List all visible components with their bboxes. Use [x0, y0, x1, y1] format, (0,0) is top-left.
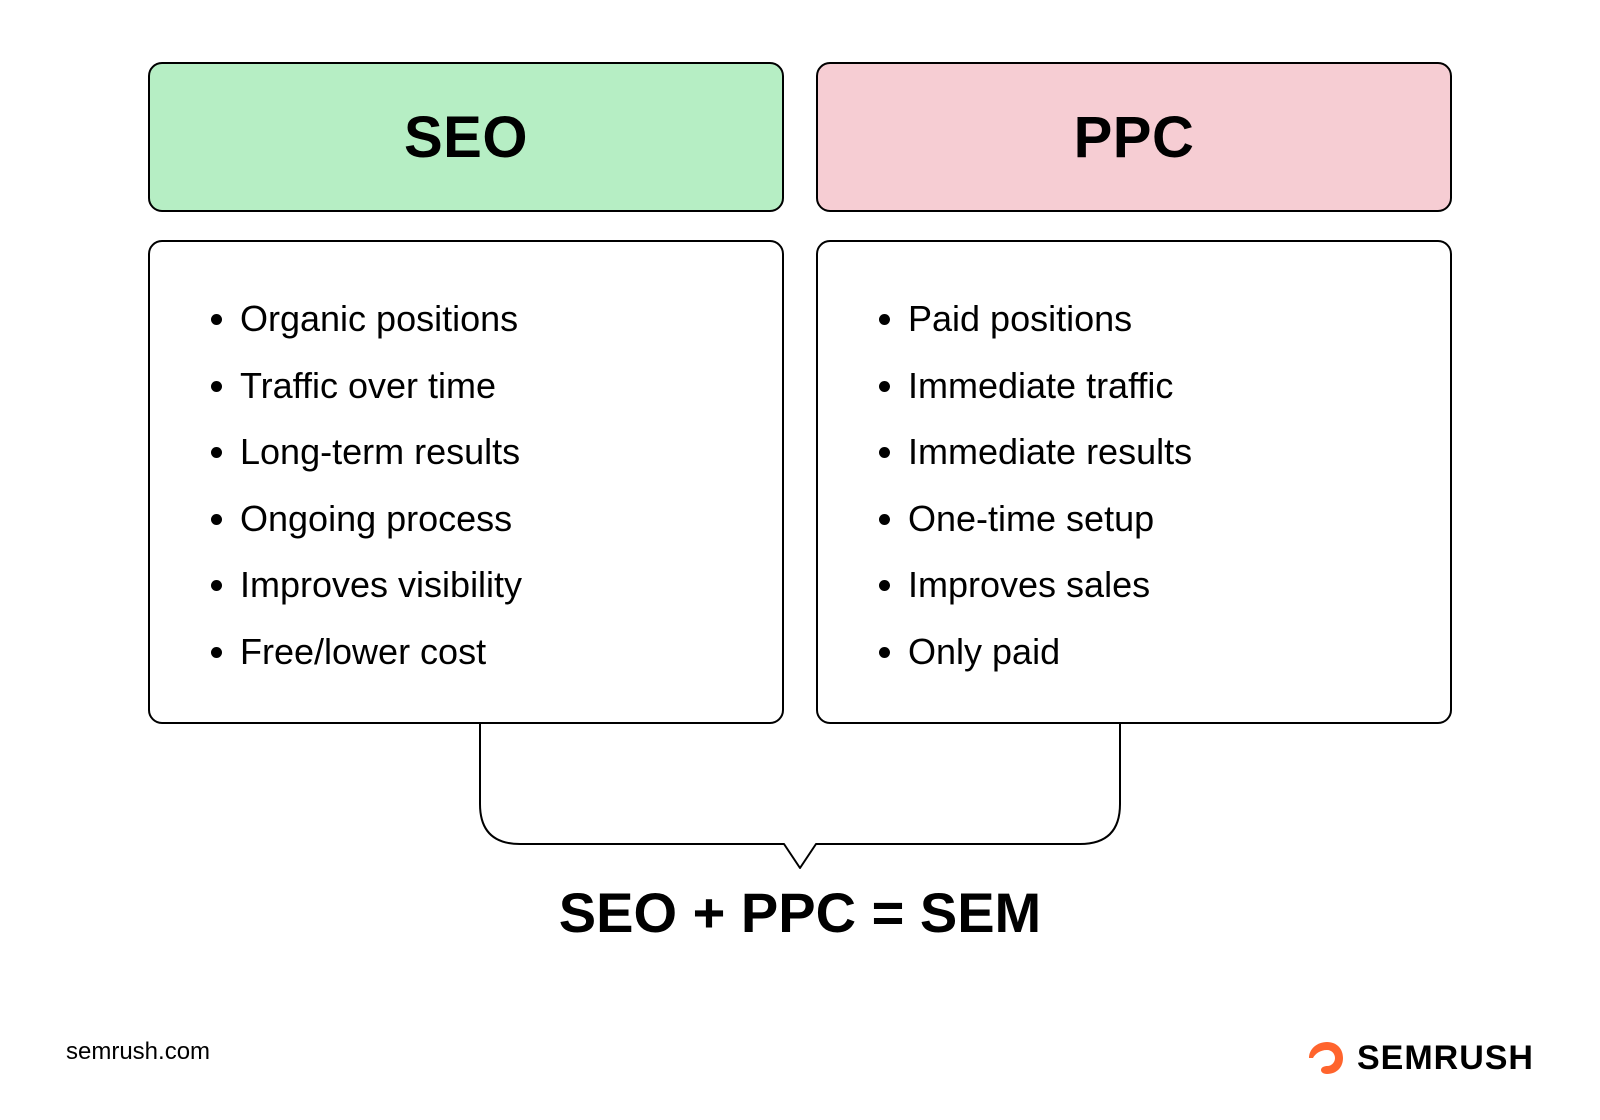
- list-item: Long-term results: [240, 419, 750, 486]
- column-header-seo: SEO: [148, 62, 784, 212]
- column-seo: SEO Organic positionsTraffic over timeLon…: [148, 62, 784, 724]
- brand-name: SEMRUSH: [1357, 1039, 1534, 1078]
- list-item: Paid positions: [908, 286, 1418, 353]
- list-item: Only paid: [908, 619, 1418, 686]
- column-list-ppc: Paid positionsImmediate trafficImmediate…: [816, 240, 1452, 724]
- list-item: Organic positions: [240, 286, 750, 353]
- footer-url: semrush.com: [66, 1038, 210, 1066]
- column-header-ppc: PPC: [816, 62, 1452, 212]
- list-item: One-time setup: [908, 486, 1418, 553]
- comparison-columns: SEO Organic positionsTraffic over timeLon…: [148, 62, 1452, 724]
- list-item: Improves visibility: [240, 552, 750, 619]
- infographic-canvas: SEO Organic positionsTraffic over timeLon…: [0, 0, 1600, 1120]
- list-item: Ongoing process: [240, 486, 750, 553]
- list-item: Traffic over time: [240, 353, 750, 420]
- list-item: Immediate results: [908, 419, 1418, 486]
- column-list-seo: Organic positionsTraffic over timeLong-t…: [148, 240, 784, 724]
- list-item: Free/lower cost: [240, 619, 750, 686]
- list-item: Improves sales: [908, 552, 1418, 619]
- column-ppc: PPC Paid positionsImmediate trafficImmedi…: [816, 62, 1452, 724]
- brand-flame-icon: [1303, 1036, 1347, 1080]
- brand-logo: SEMRUSH: [1303, 1036, 1534, 1080]
- equation-text: SEO + PPC = SEM: [0, 880, 1600, 945]
- list-item: Immediate traffic: [908, 353, 1418, 420]
